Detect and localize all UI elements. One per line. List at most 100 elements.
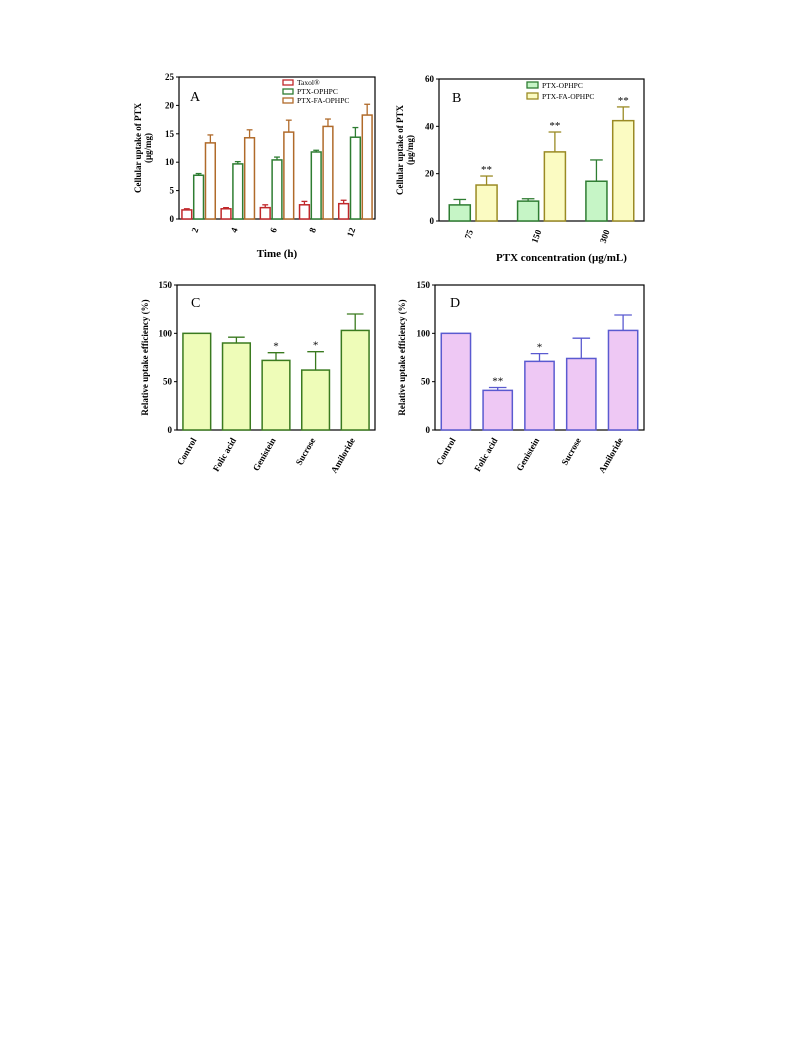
bar (300, 369, 331, 431)
x-tick-label: Genistein (514, 436, 541, 473)
y-tick-label: 5 (170, 186, 175, 196)
bar (181, 209, 193, 220)
bar (611, 119, 635, 222)
y-axis-label: Cellular uptake of PTX (395, 104, 405, 195)
x-tick-label: Sucrose (294, 436, 318, 467)
bar (543, 151, 567, 222)
y-tick-label: 0 (426, 425, 431, 435)
panel-label: D (450, 296, 460, 311)
bar (565, 357, 597, 431)
y-tick-label: 15 (165, 129, 175, 139)
y-tick-label: 40 (425, 121, 435, 131)
legend-label: PTX-FA-OPHPC (297, 96, 349, 105)
y-axis-label: (μg/mg) (405, 135, 415, 165)
y-tick-label: 0 (170, 214, 175, 224)
legend-swatch (526, 81, 539, 89)
significance-marker: * (313, 340, 319, 352)
legend-label: PTX-FA-OPHPC (542, 92, 594, 101)
y-tick-label: 60 (425, 74, 435, 84)
y-tick-label: 50 (421, 377, 431, 387)
bar (340, 329, 370, 431)
x-tick-label: Control (434, 436, 458, 467)
x-tick-label: 6 (268, 226, 279, 234)
bar (243, 137, 256, 220)
y-tick-label: 100 (159, 328, 173, 338)
bar (322, 125, 334, 220)
bar (271, 159, 283, 220)
y-axis-label: Relative uptake efficiency (%) (140, 299, 150, 415)
legend-swatch (282, 97, 294, 104)
x-tick-label: 4 (229, 226, 240, 234)
y-tick-label: 50 (163, 377, 173, 387)
bar (261, 359, 291, 431)
significance-marker: ** (492, 375, 503, 387)
x-tick-label: Amiloride (329, 436, 357, 475)
x-tick-label: Control (175, 436, 199, 467)
y-tick-label: 0 (430, 216, 435, 226)
y-axis-label: (μg/mg) (143, 133, 153, 163)
y-tick-label: 20 (425, 169, 435, 179)
plot-frame (438, 78, 645, 222)
significance-marker: * (273, 341, 279, 353)
legend-label: Taxol® (297, 78, 320, 87)
y-tick-label: 25 (165, 72, 175, 82)
bar (361, 114, 373, 220)
bar (283, 131, 295, 220)
x-tick-label: 300 (598, 228, 612, 245)
x-tick-label: 2 (190, 226, 201, 234)
significance-marker: ** (618, 95, 629, 107)
x-axis-label: Time (h) (257, 248, 298, 260)
y-tick-label: 100 (417, 328, 431, 338)
bar (349, 136, 362, 220)
bar (310, 151, 322, 220)
y-tick-label: 10 (165, 157, 175, 167)
bar (448, 204, 472, 222)
bar (221, 342, 252, 431)
bar (337, 202, 350, 220)
significance-marker: ** (481, 164, 492, 176)
bar (182, 332, 212, 431)
x-tick-label: 75 (463, 228, 476, 240)
bar (440, 332, 472, 431)
bar (298, 204, 311, 220)
bar (192, 174, 205, 220)
chart-panel-b: 0 20 40 60 Cellular uptake of PTX (μg/mg) B 75 1… (395, 74, 645, 264)
bar (482, 389, 514, 431)
significance-marker: * (537, 342, 543, 354)
x-tick-label: Folic acid (211, 436, 238, 473)
legend-swatch (282, 88, 294, 95)
legend-label: PTX-OPHPC (542, 81, 583, 90)
bar (585, 180, 608, 222)
x-tick-label: 150 (529, 228, 543, 245)
x-tick-label: Amiloride (597, 436, 625, 475)
bar (204, 142, 217, 220)
chart-panel-d: 0 50 100 150 Relative uptake efficiency (%) D… (397, 280, 645, 475)
bar (475, 184, 498, 222)
y-tick-label: 150 (417, 280, 431, 290)
y-axis-label: Relative uptake efficiency (%) (397, 299, 407, 415)
y-axis-label: Cellular uptake of PTX (133, 102, 143, 193)
bar (524, 360, 555, 431)
legend-label: PTX-OPHPC (297, 87, 338, 96)
x-axis-label: PTX concentration (μg/mL) (496, 252, 627, 264)
bar (607, 329, 639, 431)
y-tick-label: 0 (168, 425, 173, 435)
significance-marker: ** (549, 120, 560, 132)
bar (516, 200, 540, 222)
x-tick-label: 8 (307, 226, 318, 234)
legend-swatch (526, 92, 539, 100)
bar (220, 208, 232, 220)
chart-panel-a: 0 5 10 15 20 25 Cellular uptake of PTX (μg/mg) A… (133, 72, 376, 260)
x-tick-label: Genistein (251, 436, 278, 473)
legend-swatch (282, 79, 294, 86)
panel-label: A (190, 90, 201, 105)
bar (232, 163, 244, 220)
panel-label: C (191, 296, 200, 311)
x-tick-label: Folic acid (472, 436, 499, 473)
y-tick-label: 20 (165, 100, 175, 110)
x-tick-label: Sucrose (559, 436, 583, 467)
y-tick-label: 150 (159, 280, 173, 290)
bar (259, 206, 271, 220)
x-tick-label: 12 (345, 226, 358, 238)
